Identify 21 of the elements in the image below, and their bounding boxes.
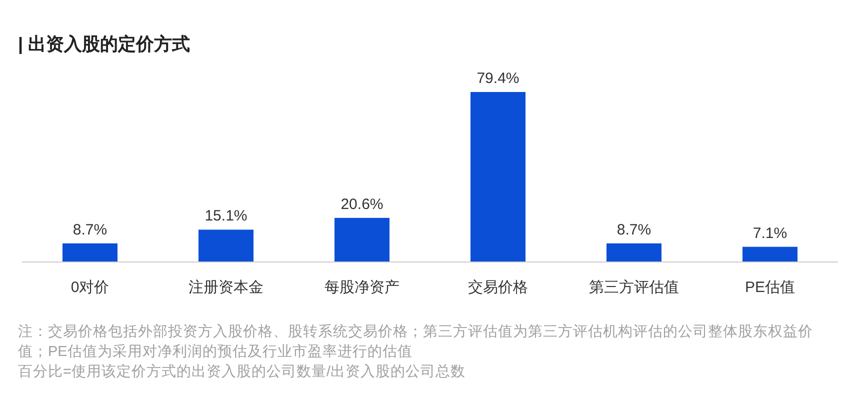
x-tick-label: 注册资本金	[188, 279, 264, 296]
x-tick-label: 第三方评估值	[589, 279, 679, 296]
data-label: 8.7%	[72, 221, 108, 238]
x-tick-label: PE估值	[744, 279, 796, 296]
data-label: 7.1%	[752, 224, 788, 242]
chart-title: | 出资入股的定价方式	[18, 34, 190, 54]
bar	[470, 92, 526, 262]
data-label: 15.1%	[204, 208, 248, 225]
bar	[742, 246, 798, 262]
text: 百分比=使用该定价方式的出资入股的公司数量/出资入股的公司总数	[18, 362, 466, 382]
data-label: 8.7%	[616, 221, 652, 238]
data-label: 20.6%	[340, 196, 384, 213]
data-label: 79.4%	[476, 70, 520, 87]
bar	[334, 218, 390, 262]
x-tick-label: 交易价格	[468, 279, 528, 296]
x-tick-label: 每股净资产	[324, 279, 400, 296]
bar	[198, 230, 254, 262]
x-tick-label: 0对价	[70, 279, 110, 296]
text: 注：交易价格包括外部投资方入股价格、股转系统交易价格；第三方评估值为第三方评估机构评估的公司整体股东权益价值；PE估值为采用对净利润的预估及行业市盈率进行的估值	[18, 322, 814, 362]
bar	[606, 243, 662, 262]
bar	[62, 243, 118, 262]
